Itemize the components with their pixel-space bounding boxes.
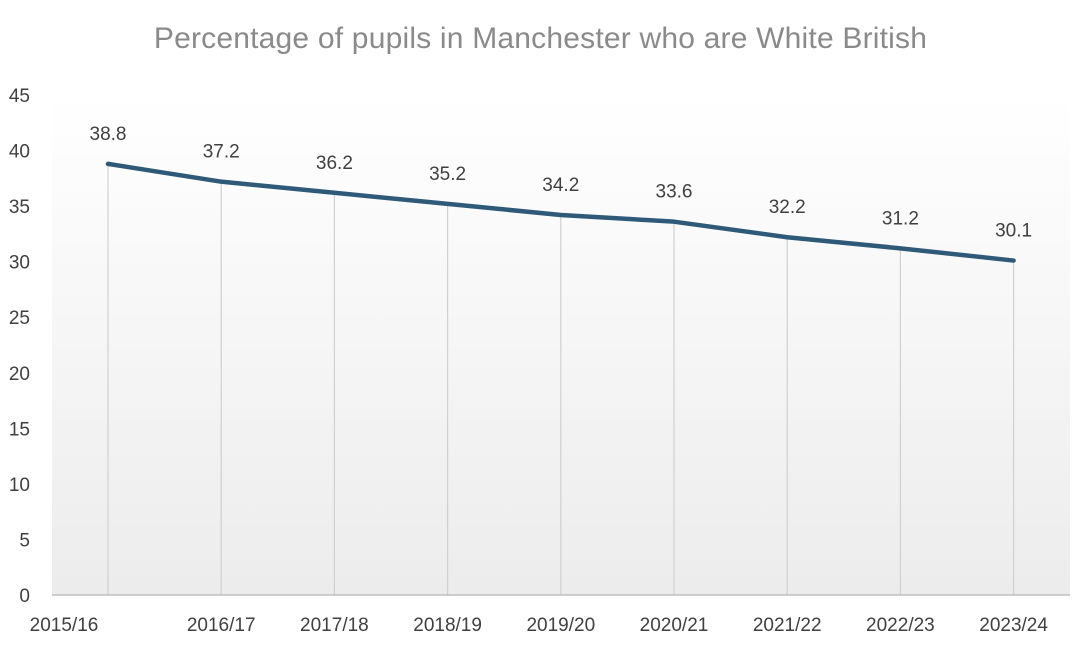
data-label: 38.8 (90, 124, 127, 145)
x-tick-label: 2021/22 (753, 615, 822, 636)
y-tick-label: 0 (19, 586, 30, 607)
data-label: 32.2 (769, 197, 806, 218)
y-tick-label: 30 (9, 253, 30, 274)
x-tick-label: 2015/16 (30, 615, 99, 636)
series-line (105, 161, 1016, 263)
x-tick-label: 2018/19 (413, 615, 482, 636)
y-tick-label: 35 (9, 197, 30, 218)
y-tick-label: 40 (9, 142, 30, 163)
y-tick-label: 15 (9, 419, 30, 440)
x-tick-label: 2016/17 (187, 615, 256, 636)
data-label: 34.2 (542, 175, 579, 196)
y-tick-label: 5 (19, 530, 30, 551)
x-tick-label: 2022/23 (866, 615, 935, 636)
y-tick-label: 45 (9, 86, 30, 107)
x-tick-label: 2023/24 (979, 615, 1048, 636)
y-tick-label: 20 (9, 364, 30, 385)
data-label: 37.2 (203, 142, 240, 163)
y-tick-label: 10 (9, 475, 30, 496)
data-label: 30.1 (995, 221, 1032, 242)
data-label: 31.2 (882, 208, 919, 229)
chart-title: Percentage of pupils in Manchester who a… (153, 22, 928, 55)
data-label: 33.6 (656, 182, 693, 203)
data-label: 35.2 (429, 164, 466, 185)
y-tick-label: 25 (9, 308, 30, 329)
x-tick-label: 2020/21 (640, 615, 709, 636)
x-tick-label: 2019/20 (526, 615, 595, 636)
x-tick-label: 2017/18 (300, 615, 369, 636)
data-label: 36.2 (316, 153, 353, 174)
